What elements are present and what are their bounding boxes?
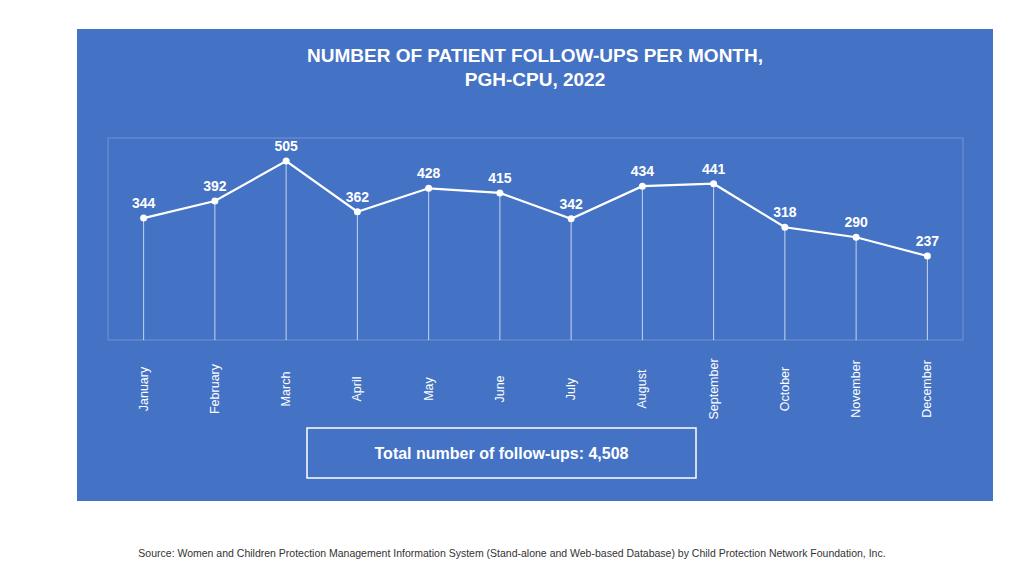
data-label: 415 [488, 170, 512, 186]
stem [856, 237, 857, 340]
data-label: 318 [773, 204, 797, 220]
stem [713, 184, 714, 340]
point [639, 183, 646, 190]
stem [499, 193, 500, 340]
point [140, 215, 147, 222]
data-label: 434 [631, 163, 655, 179]
chart-title: NUMBER OF PATIENT FOLLOW-UPS PER MONTH, P… [307, 45, 763, 90]
point [425, 185, 432, 192]
x-tick-label: November [849, 360, 863, 418]
x-tick-label: September [707, 358, 721, 419]
data-label: 362 [346, 189, 370, 205]
total-label: Total number of follow-ups: 4,508 [375, 445, 629, 462]
source-note: Source: Women and Children Protection Ma… [138, 547, 885, 559]
series-line [144, 161, 928, 256]
x-tick-label: May [422, 376, 436, 400]
point [710, 180, 717, 187]
point [924, 253, 931, 260]
data-label: 505 [274, 138, 298, 154]
point [853, 234, 860, 241]
point [283, 158, 290, 165]
data-label: 428 [417, 165, 441, 181]
x-tick-label: February [208, 363, 222, 414]
x-tick-label: March [279, 372, 293, 407]
stem [927, 256, 928, 340]
point [781, 224, 788, 231]
data-label: 344 [132, 195, 156, 211]
data-label: 237 [916, 233, 940, 249]
plot-marks [140, 158, 931, 340]
stem [286, 161, 287, 340]
title-line: PGH-CPU, 2022 [465, 69, 605, 90]
plot-frame [108, 138, 963, 340]
x-tick-label: January [137, 366, 151, 411]
stem [571, 219, 572, 340]
point [568, 215, 575, 222]
total-box [307, 428, 696, 478]
stem [428, 188, 429, 340]
data-label: 441 [702, 161, 726, 177]
stem [357, 212, 358, 340]
stem [214, 201, 215, 340]
data-label: 342 [559, 196, 583, 212]
stem [784, 227, 785, 340]
point [211, 198, 218, 205]
chart-root: NUMBER OF PATIENT FOLLOW-UPS PER MONTH, P… [0, 0, 1024, 576]
x-tick-label: April [350, 376, 364, 401]
stem [143, 218, 144, 340]
x-tick-label: June [493, 375, 507, 402]
point [354, 208, 361, 215]
stem [642, 186, 643, 340]
title-line: NUMBER OF PATIENT FOLLOW-UPS PER MONTH, [307, 45, 763, 66]
data-label: 392 [203, 178, 227, 194]
x-tick-label: July [564, 377, 578, 400]
panel-background [77, 29, 993, 501]
data-label: 290 [844, 214, 868, 230]
x-tick-label: August [635, 369, 649, 408]
x-tick-label: October [778, 367, 792, 411]
x-tick-label: December [920, 360, 934, 418]
point [496, 189, 503, 196]
